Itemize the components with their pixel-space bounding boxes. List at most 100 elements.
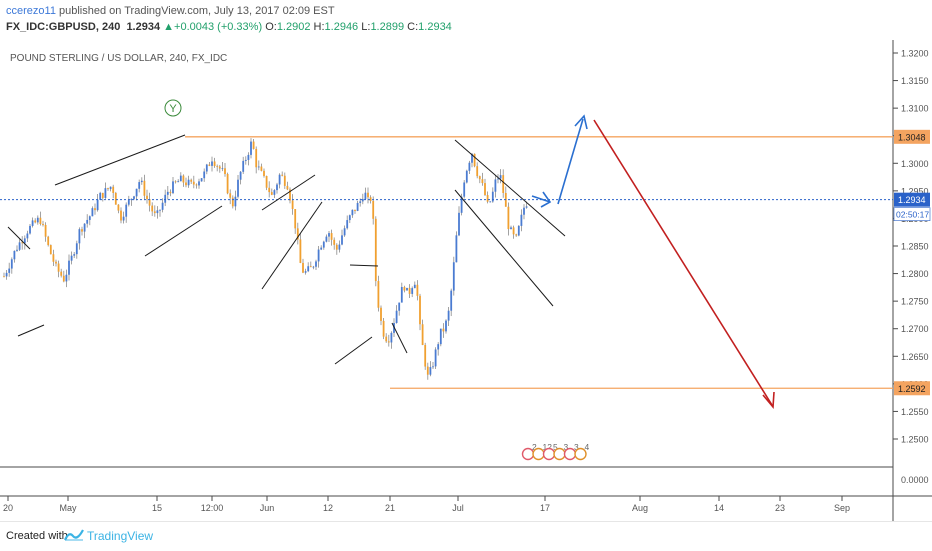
tradingview-logo-icon[interactable] (64, 528, 84, 542)
price-tick-label: 1.2650 (901, 352, 929, 362)
candle-up (23, 238, 26, 244)
price-tick-label: 1.3000 (901, 159, 929, 169)
countdown-text: 02:50:17 (896, 210, 929, 220)
candle-down (34, 220, 37, 223)
event-marker-icon[interactable] (574, 447, 587, 461)
candle-up (161, 202, 164, 210)
candle-up (36, 217, 39, 223)
price-label-text: 1.2934 (898, 195, 926, 205)
trend-line (454, 189, 554, 307)
candle-down (112, 186, 115, 193)
candle-down (107, 188, 109, 190)
tradingview-brand[interactable]: TradingView (87, 529, 154, 543)
candle-down (252, 141, 255, 149)
candle-down (369, 197, 372, 201)
price-levels: 1.3048 1.2592 1.2934 02:50:17 (0, 129, 931, 396)
projection-arrow-up (557, 118, 584, 205)
candle-up (166, 191, 169, 195)
candle-up (434, 349, 437, 367)
candle-down (216, 166, 219, 167)
trend-line (144, 205, 223, 257)
candle-down (408, 287, 411, 294)
candle-down (403, 287, 406, 291)
plot-area[interactable] (3, 138, 528, 380)
price-tick-label: 1.2850 (901, 242, 929, 252)
candle-up (187, 179, 190, 186)
time-tick-label: Jul (452, 503, 464, 513)
candle-down (476, 166, 479, 177)
candle-up (239, 171, 242, 180)
candle-up (68, 260, 70, 275)
candle-up (320, 247, 323, 250)
candle-down (354, 209, 356, 211)
candle-down (81, 229, 83, 232)
candle-down (421, 324, 424, 345)
candle-up (88, 216, 91, 220)
author-link[interactable]: ccerezo11 (6, 5, 56, 17)
candle-up (133, 196, 135, 199)
time-tick-label: 12:00 (201, 503, 224, 513)
candle-down (49, 245, 52, 255)
price-tick-label: 1.3150 (901, 76, 929, 86)
trend-line (454, 139, 566, 237)
candle-up (125, 204, 128, 217)
price-label-box (894, 381, 930, 396)
candle-down (515, 234, 518, 236)
candle-up (211, 161, 213, 166)
candle-down (229, 193, 232, 198)
candle-down (481, 179, 484, 184)
candle-up (140, 180, 143, 183)
trend-line (7, 226, 31, 250)
candle-up (395, 310, 398, 324)
candle-down (218, 166, 221, 169)
candle-down (478, 176, 481, 180)
candle-up (348, 215, 351, 221)
trend-line (17, 324, 45, 337)
candle-down (419, 295, 421, 325)
time-tick-label: 17 (540, 503, 550, 513)
candle-up (156, 210, 159, 214)
candle-down (208, 164, 211, 166)
price-tick-label: 1.2800 (901, 269, 929, 279)
publish-info: ccerezo11 published on TradingView.com, … (6, 5, 335, 17)
candle-up (439, 328, 442, 345)
chart-background (0, 40, 932, 521)
candle-down (94, 208, 96, 211)
candle-up (5, 272, 8, 277)
candle-up (463, 182, 466, 197)
candle-up (445, 320, 447, 332)
low-label: L: (361, 21, 371, 33)
candle-down (382, 320, 385, 337)
candle-down (44, 224, 47, 237)
projection-arrowhead-small (540, 191, 552, 208)
candle-down (153, 211, 156, 214)
price-tick-label: 1.2950 (901, 186, 929, 196)
trend-line (334, 336, 373, 365)
time-axis[interactable]: 20 May 15 12:00 Jun 12 21 Jul 17 Aug 14 23 Sep (3, 496, 850, 513)
candle-down (302, 262, 304, 273)
event-markers[interactable]: 2 12 5 3 3 4 (521, 442, 590, 461)
projection-arrow-down (593, 119, 773, 406)
candle-down (120, 210, 122, 221)
close-value: 1.2934 (418, 21, 452, 33)
price-chart[interactable]: POUND STERLING / US DOLLAR, 240, FX_IDC … (0, 40, 932, 521)
candle-down (3, 276, 5, 278)
candle-up (83, 223, 86, 232)
price-tick-label: 1.2500 (901, 435, 929, 445)
candle-up (429, 367, 432, 375)
price-tick-label: 1.2700 (901, 324, 929, 334)
candle-down (62, 275, 65, 282)
last-price: 1.2934 (126, 21, 161, 33)
candle-up (432, 366, 434, 368)
candle-down (52, 254, 55, 262)
candle-up (304, 271, 307, 273)
time-tick-label: 14 (714, 503, 724, 513)
candle-up (465, 170, 468, 183)
candle-down (426, 366, 429, 375)
time-tick-label: 21 (385, 503, 395, 513)
candle-up (400, 287, 403, 303)
candle-down (224, 168, 226, 175)
candle-up (78, 229, 81, 244)
candle-down (57, 263, 60, 272)
projection-arrowhead-down (762, 391, 775, 410)
